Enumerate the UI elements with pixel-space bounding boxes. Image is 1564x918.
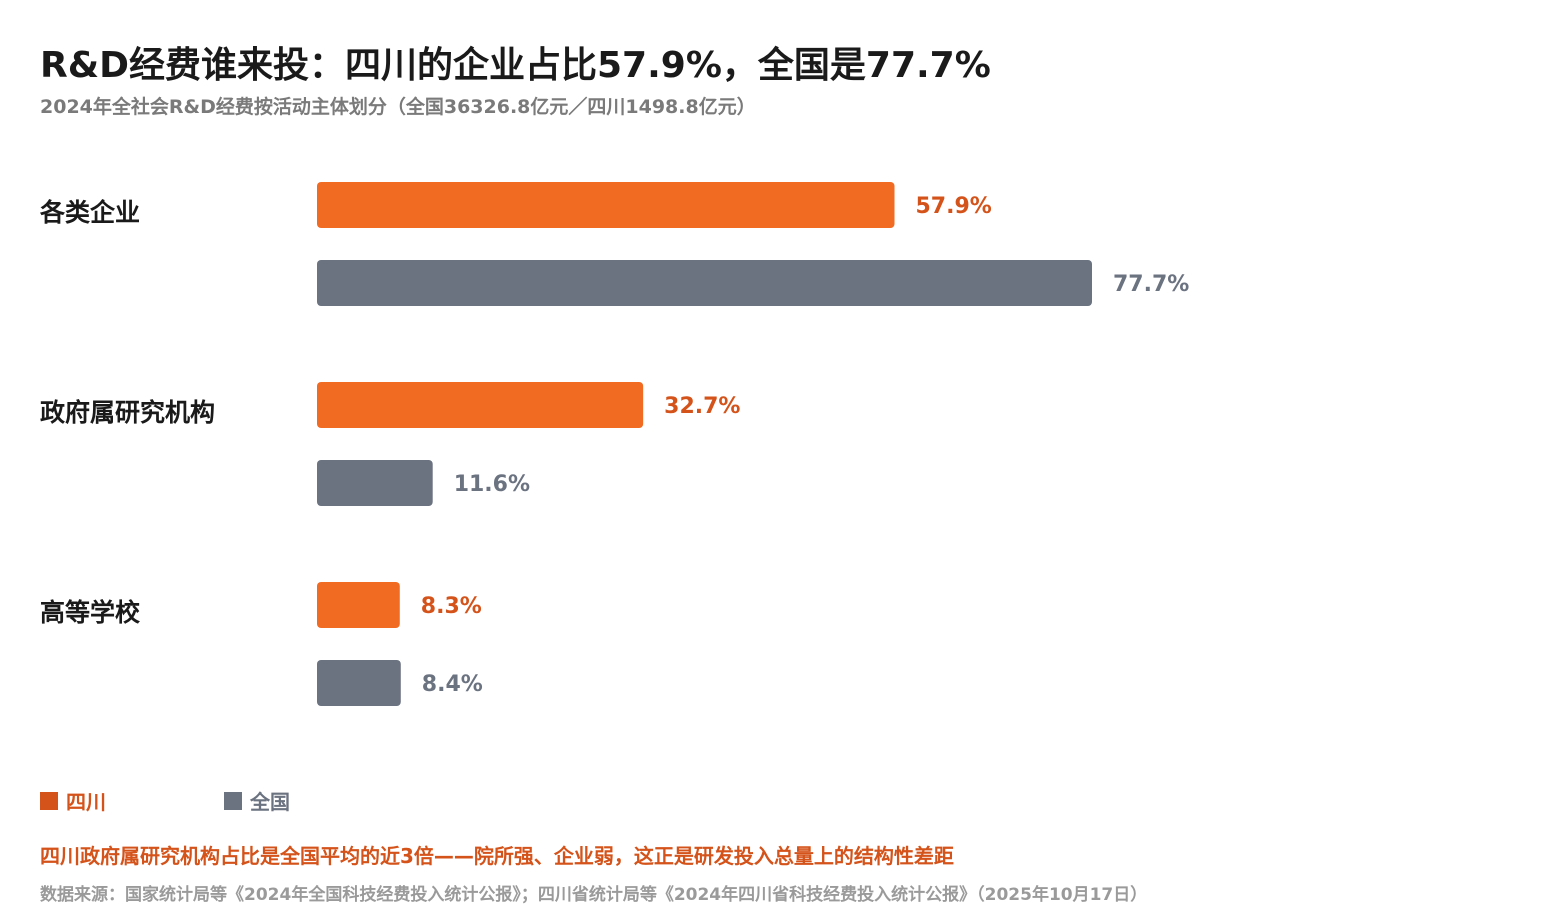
source-note: 数据来源：国家统计局等《2024年全国科技经费投入统计公报》；四川省统计局等《2… (40, 885, 1148, 905)
category-label: 各类企业 (39, 198, 140, 227)
bar-sichuan (317, 582, 400, 628)
chart-subtitle: 2024年全社会R&D经费按活动主体划分（全国36326.8亿元／四川1498.… (40, 96, 756, 118)
legend-label-sichuan: 四川 (66, 790, 106, 814)
legend-item-national: 全国 (224, 786, 290, 815)
value-label-sichuan: 32.7% (664, 394, 740, 419)
value-label-sichuan: 57.9% (916, 194, 992, 219)
bar-sichuan (317, 182, 895, 228)
bar-chart: 各类企业 57.9% 77.7% 政府属研究机构 32.7% 11.6% 高等学校 8.3% 8… (39, 182, 1189, 706)
bar-national (317, 460, 433, 506)
category-label: 高等学校 (40, 598, 141, 627)
value-label-national: 8.4% (422, 672, 483, 697)
bar-national (317, 260, 1092, 306)
insight-note: 四川政府属研究机构占比是全国平均的近3倍——院所强、企业弱，这正是研发投入总量上… (40, 844, 954, 868)
legend-label-national: 全国 (250, 790, 290, 814)
legend-item-sichuan: 四川 (40, 786, 106, 815)
bar-sichuan (317, 382, 644, 428)
category-label: 政府属研究机构 (40, 398, 215, 427)
legend: 四川 全国 (40, 786, 290, 815)
bar-national (317, 660, 401, 706)
legend-swatch-national (224, 791, 242, 810)
legend-swatch-sichuan (40, 791, 58, 810)
value-label-national: 11.6% (454, 472, 530, 497)
chart-title: R&D经费谁来投：四川的企业占比57.9%，全国是77.7% (40, 45, 991, 86)
value-label-sichuan: 8.3% (421, 594, 482, 619)
value-label-national: 77.7% (1113, 272, 1189, 297)
